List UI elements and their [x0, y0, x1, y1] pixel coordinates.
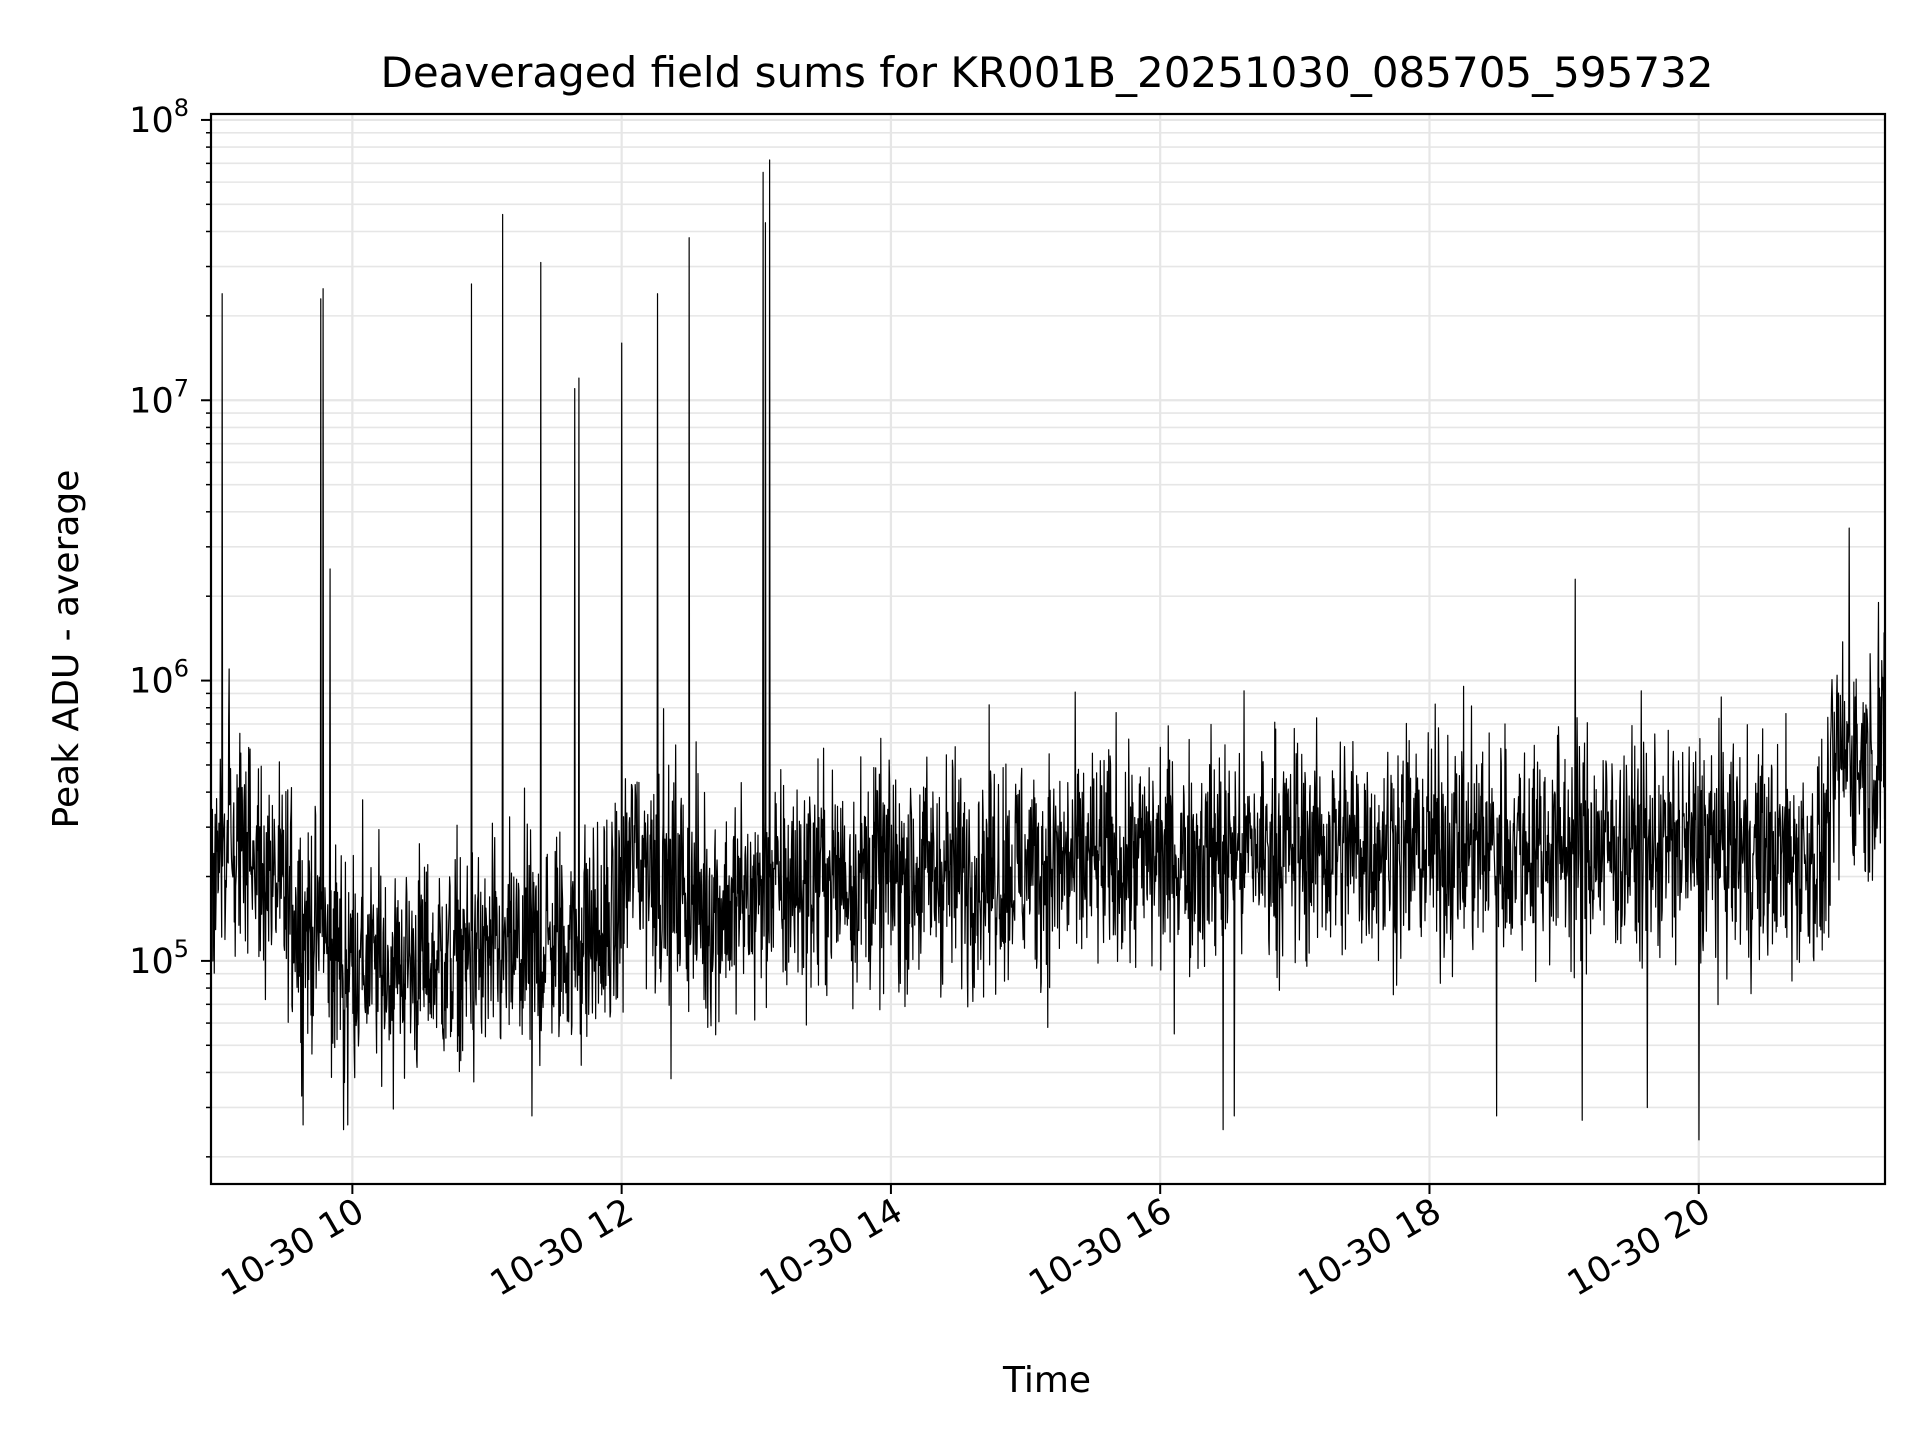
plot-frame	[209, 112, 1887, 1186]
x-tick-label: 10-30 16	[1022, 1191, 1178, 1304]
x-tick-label: 10-30 10	[215, 1191, 371, 1304]
x-axis: 10-30 10 10-30 12 10-30 14 10-30 16 10-30 18…	[215, 1184, 1717, 1304]
x-axis-label: Time	[1002, 1360, 1091, 1401]
x-tick-label: 10-30 18	[1292, 1191, 1448, 1304]
x-tick-label: 10-30 12	[484, 1191, 640, 1304]
x-tick-label: 10-30 20	[1561, 1191, 1717, 1304]
grid	[211, 114, 1885, 1184]
series-layer	[210, 159, 1886, 1141]
y-tick-label: 106	[129, 655, 189, 702]
x-tick-label: 10-30 14	[753, 1191, 909, 1304]
y-tick-label: 108	[129, 94, 189, 141]
series-line	[210, 159, 1886, 1141]
y-tick-label: 105	[129, 935, 189, 982]
y-axis: 105 106 107 108	[129, 94, 211, 1158]
y-tick-label: 107	[129, 374, 189, 421]
chart-title: Deaveraged field sums for KR001B_2025103…	[381, 48, 1714, 97]
y-axis-label: Peak ADU - average	[46, 470, 87, 829]
